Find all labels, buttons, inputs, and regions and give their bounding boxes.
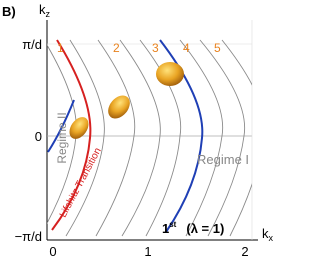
band-label: 5 <box>214 41 221 55</box>
text: z <box>46 9 51 19</box>
fermi-surface <box>108 95 130 119</box>
figure: B) kz kx π/d 0 −π/d 0 1 2 1 2 3 4 5 Regi… <box>2 2 274 259</box>
y-label: kz <box>39 2 51 19</box>
text: 1 <box>162 221 169 236</box>
band-label: 4 <box>183 41 190 55</box>
band-label: 1 <box>57 41 64 55</box>
x-tick-label: 2 <box>241 244 248 259</box>
fermi-surface <box>69 117 89 139</box>
y-tick-label: 0 <box>35 129 42 144</box>
regime-label: Regime II <box>55 112 69 163</box>
band-labels: 1 2 3 4 5 <box>57 41 221 55</box>
text: k <box>39 2 46 17</box>
contour <box>199 39 246 237</box>
text: (λ = 1) <box>186 221 224 236</box>
contour <box>221 39 252 237</box>
x-tick-label: 1 <box>144 244 151 259</box>
contour <box>95 39 136 237</box>
transition-curve <box>51 39 92 231</box>
x-label: kx <box>262 226 274 243</box>
fermi-surface <box>156 62 184 86</box>
text: st <box>169 220 176 229</box>
band-label: 2 <box>113 41 120 55</box>
regime-label: Regime I <box>197 152 249 167</box>
contour <box>119 39 161 237</box>
order-label: 1st (λ = 1) <box>162 220 224 236</box>
y-tick-label: −π/d <box>15 229 42 244</box>
text: k <box>262 226 269 241</box>
band-label: 3 <box>152 41 159 55</box>
contour <box>65 39 105 237</box>
text: x <box>269 233 274 243</box>
blue-curve <box>47 99 75 153</box>
y-tick-label: π/d <box>22 37 42 52</box>
panel-label: B) <box>2 4 16 19</box>
x-tick-label: 0 <box>49 244 56 259</box>
contour <box>179 39 224 237</box>
